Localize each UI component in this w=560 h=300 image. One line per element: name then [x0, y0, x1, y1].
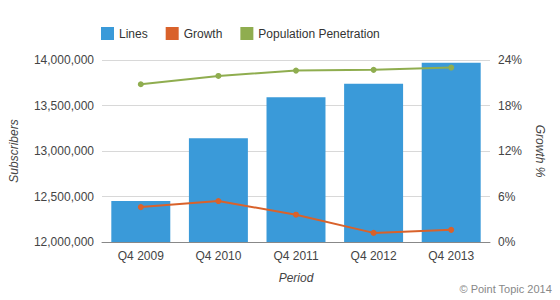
- svg-text:Lines: Lines: [119, 27, 148, 41]
- svg-text:Q4 2009: Q4 2009: [118, 249, 164, 263]
- svg-text:12%: 12%: [498, 144, 522, 158]
- svg-text:Population Penetration: Population Penetration: [258, 27, 379, 41]
- svg-text:12,500,000: 12,500,000: [34, 190, 94, 204]
- svg-text:Q4 2013: Q4 2013: [428, 249, 474, 263]
- svg-text:14,000,000: 14,000,000: [34, 53, 94, 67]
- svg-text:13,000,000: 13,000,000: [34, 144, 94, 158]
- svg-text:Period: Period: [279, 271, 314, 285]
- svg-text:Growth %: Growth %: [533, 125, 547, 178]
- svg-text:0%: 0%: [498, 235, 516, 249]
- svg-text:12,000,000: 12,000,000: [34, 235, 94, 249]
- svg-text:Q4 2012: Q4 2012: [351, 249, 397, 263]
- svg-text:6%: 6%: [498, 190, 516, 204]
- svg-text:Subscribers: Subscribers: [7, 119, 21, 182]
- svg-text:13,500,000: 13,500,000: [34, 99, 94, 113]
- svg-text:24%: 24%: [498, 53, 522, 67]
- svg-text:Q4 2011: Q4 2011: [273, 249, 318, 263]
- svg-text:Q4 2010: Q4 2010: [195, 249, 241, 263]
- svg-text:© Point Topic 2014: © Point Topic 2014: [460, 283, 552, 295]
- svg-text:18%: 18%: [498, 99, 522, 113]
- svg-text:Growth: Growth: [184, 27, 223, 41]
